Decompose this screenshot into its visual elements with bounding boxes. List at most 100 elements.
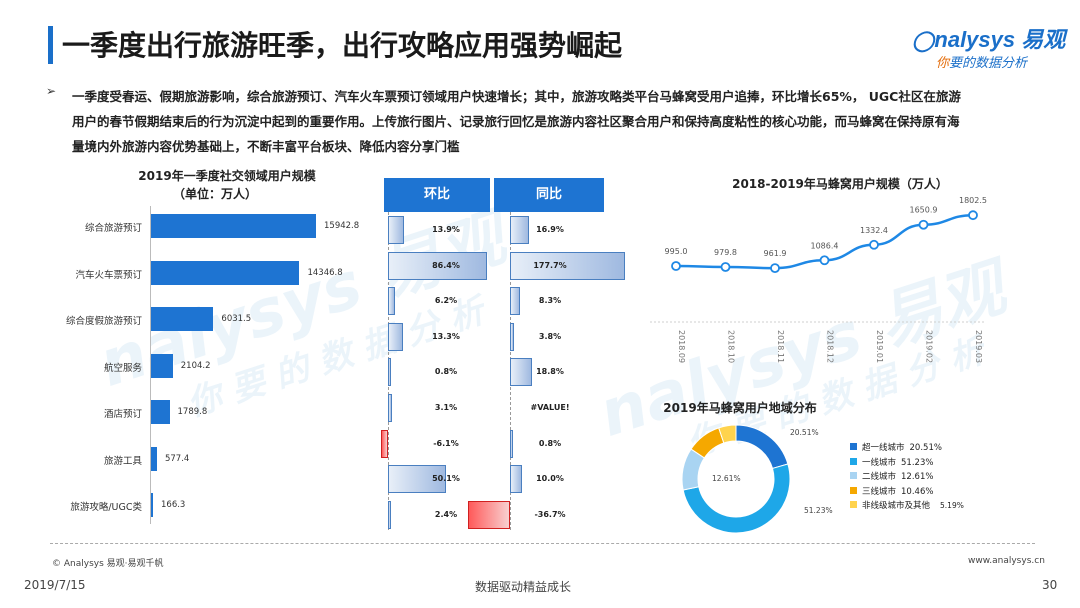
mom-bar <box>388 394 392 422</box>
bar-value-label: 2104.2 <box>180 360 211 371</box>
yoy-value-label: 8.3% <box>538 296 562 306</box>
yoy-bar <box>510 251 625 280</box>
bar <box>151 400 170 424</box>
mom-value-label: 13.3% <box>432 331 460 341</box>
donut-chart-title: 2019年马蜂窝用户地域分布 <box>663 401 817 415</box>
bar-category-label: 航空服务 <box>103 362 142 374</box>
bar <box>151 260 300 285</box>
yoy-value-label: 16.9% <box>536 225 564 234</box>
line-value-label: 1802.5 <box>959 196 987 205</box>
yoy-bar <box>510 465 522 494</box>
yoy-bar <box>510 287 520 316</box>
legend-label: 非线级城市及其他 <box>862 501 931 511</box>
mom-value-label: 0.8% <box>434 367 458 377</box>
line-chart-title: 2018-2019年马蜂窝用户规模（万人） <box>732 177 948 191</box>
legend-value: 12.61% <box>901 472 934 482</box>
donut-chart: 20.51% 51.23% 12.61% <box>681 424 833 534</box>
logo-tagline-text: 要的数据分析 <box>949 56 1028 71</box>
legend-swatch <box>850 457 857 465</box>
summary-bullet-icon: ➢ <box>46 84 57 98</box>
donut-value-label: 20.51% <box>790 428 819 437</box>
mom-bar <box>388 358 391 387</box>
donut-slice <box>735 424 789 470</box>
line-point <box>968 210 978 221</box>
legend-label: 三线城市 <box>862 486 897 497</box>
bar-value-label: 15942.8 <box>324 221 360 231</box>
mom-bar <box>388 251 488 280</box>
legend-label: 二线城市 <box>862 472 897 482</box>
footer-website: www.analysys.cn <box>968 556 1045 566</box>
bar-value-label: 1789.8 <box>177 407 208 417</box>
line-value-label: 995.0 <box>665 247 688 256</box>
bar-value-label: 6031.5 <box>221 314 252 324</box>
donut-value-label: 51.23% <box>804 506 833 515</box>
mom-value-label: 86.4% <box>432 260 460 270</box>
legend-item: 三线城市 10.46% <box>850 486 933 498</box>
summary-text: 一季度受春运、假期旅游影响，综合旅游预订、汽车火车票预订领域用户快速增长；其中，… <box>60 84 1035 159</box>
yoy-bar <box>467 500 510 529</box>
yoy-value-label: 18.8% <box>536 367 564 377</box>
yoy-value-label: 3.8% <box>538 331 562 341</box>
yoy-value-label: 177.7% <box>533 260 567 270</box>
mom-bar <box>380 429 388 458</box>
legend-label: 超一线城市 <box>862 443 905 453</box>
analysys-logo: ◯nalysys 易观 你要的数据分析 <box>912 22 1065 74</box>
legend-swatch <box>850 501 857 508</box>
line-x-tick-label: 2018.10 <box>727 330 736 363</box>
mom-value-label: -6.1% <box>433 438 459 448</box>
legend-value: 20.51% <box>909 443 942 453</box>
mom-bar <box>388 465 446 494</box>
summary-line: 量境内外旅游内容优势基础上，不断丰富平台板块、降低内容分享门槛 <box>72 139 460 154</box>
logo-main-text: ◯nalysys 易观 <box>912 22 1065 54</box>
mom-value-label: 50.1% <box>432 474 460 484</box>
line-x-tick-label: 2019.01 <box>875 330 884 363</box>
mom-value-label: 13.9% <box>432 225 460 234</box>
donut-slice <box>718 424 737 444</box>
yoy-bar <box>510 429 513 458</box>
mom-bar <box>388 322 404 351</box>
mom-value-label: 3.1% <box>434 403 458 412</box>
bar-category-label: 综合度假旅游预订 <box>65 316 142 327</box>
donut-value-label: 12.61% <box>712 474 741 483</box>
yoy-bar <box>510 216 530 244</box>
mom-value-label: 6.2% <box>434 296 458 306</box>
bar <box>151 214 316 238</box>
line-point <box>770 263 780 274</box>
line-x-tick-label: 2018.11 <box>776 330 785 363</box>
legend-value: 10.46% <box>901 486 934 497</box>
line-point <box>869 239 879 250</box>
column-header-yoy: 同比 <box>494 178 604 212</box>
slide-slogan: 数据驱动精益成长 <box>475 580 572 594</box>
line-point <box>720 262 731 272</box>
footer-copyright: © Analysys 易观·易观千帆 <box>52 559 164 569</box>
bar <box>151 353 173 378</box>
bar-category-label: 综合旅游预订 <box>84 223 142 234</box>
bar-category-label: 酒店预订 <box>103 409 142 420</box>
yoy-bar <box>510 358 532 387</box>
line-value-label: 1332.4 <box>860 226 888 235</box>
line-x-tick-label: 2018.09 <box>677 330 686 363</box>
mom-value-label: 2.4% <box>434 509 458 519</box>
summary-line: 一季度受春运、假期旅游影响，综合旅游预订、汽车火车票预订领域用户快速增长；其中，… <box>72 89 961 104</box>
line-value-label: 961.9 <box>764 249 787 258</box>
legend-swatch <box>850 486 857 494</box>
page-number: 30 <box>1042 578 1058 592</box>
mom-bar <box>388 287 396 316</box>
line-x-tick-label: 2019.03 <box>974 330 983 363</box>
mom-bar <box>388 216 404 244</box>
summary-line: 用户的春节假期结束后的行为沉淀中起到的重要作用。上传旅行图片、记录旅行回忆是旅游… <box>72 114 960 129</box>
footer-divider <box>50 543 1035 544</box>
bar-value-label: 166.3 <box>161 500 186 510</box>
yoy-value-label: -36.7% <box>534 509 566 519</box>
legend-swatch <box>850 443 857 450</box>
column-header-mom: 环比 <box>384 178 490 212</box>
line-value-label: 1650.9 <box>910 206 938 215</box>
logo-wordmark: nalysys 易观 <box>934 27 1066 52</box>
page-title: 一季度出行旅游旺季，出行攻略应用强势崛起 <box>62 29 623 62</box>
logo-swoosh-icon: ◯ <box>912 30 935 52</box>
mom-bar <box>388 500 391 529</box>
bar-category-label: 旅游工具 <box>103 455 142 467</box>
line-point <box>918 219 929 230</box>
legend-item: 一线城市 51.23% <box>850 457 933 469</box>
legend-item: 非线级城市及其他 5.19% <box>850 500 964 512</box>
